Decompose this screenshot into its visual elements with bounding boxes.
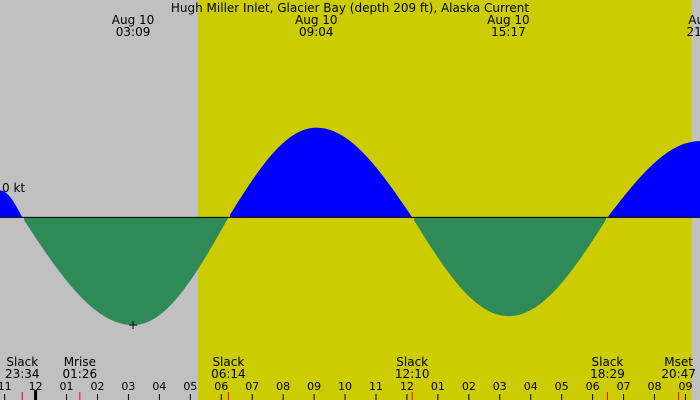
hour-tick-label-12: 11 xyxy=(369,380,383,393)
event-name-label-2: Slack xyxy=(212,355,244,369)
hour-tick-label-18: 05 xyxy=(555,380,569,393)
current-areas xyxy=(0,127,700,326)
peak-time-label-2: 15:17 xyxy=(491,25,526,39)
event-name-label-4: Slack xyxy=(592,355,624,369)
flood-area-2 xyxy=(230,127,412,218)
hour-tick-label-6: 05 xyxy=(183,380,197,393)
hour-tick-label-15: 02 xyxy=(462,380,476,393)
chart-title: Hugh Miller Inlet, Glacier Bay (depth 20… xyxy=(171,1,529,15)
peak-date-label-3: Aug xyxy=(688,13,700,27)
peak-date-label-2: Aug 10 xyxy=(487,13,530,27)
hour-tick-label-22: 09 xyxy=(678,380,692,393)
hour-tick-label-1: 12 xyxy=(29,380,43,393)
hour-tick-label-7: 06 xyxy=(214,380,228,393)
hour-tick-label-13: 12 xyxy=(400,380,414,393)
hour-tick-label-19: 06 xyxy=(586,380,600,393)
zero-kt-label: 0 kt xyxy=(2,181,25,195)
hour-tick-label-4: 03 xyxy=(121,380,135,393)
peak-time-label-0: 03:09 xyxy=(116,25,151,39)
peak-date-label-0: Aug 10 xyxy=(112,13,155,27)
event-time-label-2: 06:14 xyxy=(211,367,246,381)
event-time-label-5: 20:47 xyxy=(661,367,696,381)
hour-tick-label-5: 04 xyxy=(152,380,166,393)
hour-tick-label-3: 02 xyxy=(90,380,104,393)
ebb-area-3 xyxy=(414,217,606,317)
hour-tick-label-16: 03 xyxy=(493,380,507,393)
hour-tick-label-11: 10 xyxy=(338,380,352,393)
hour-tick-label-10: 09 xyxy=(307,380,321,393)
peak-time-label-1: 09:04 xyxy=(299,25,334,39)
max-ebb-marker xyxy=(129,321,138,330)
hour-tick-label-20: 07 xyxy=(617,380,631,393)
flood-area-4 xyxy=(608,141,700,218)
hour-tick-label-14: 01 xyxy=(431,380,445,393)
event-name-label-5: Mset xyxy=(664,355,693,369)
flood-area-0 xyxy=(0,190,22,218)
hour-ticks: 11 12 01 02 03 04 05 06 07 08 09 10 11 12 01 02 03 04 05 06… xyxy=(0,380,692,400)
hour-tick-label-0: 11 xyxy=(0,380,12,393)
hour-tick-label-17: 04 xyxy=(524,380,538,393)
event-name-label-3: Slack xyxy=(396,355,428,369)
hour-tick-label-2: 01 xyxy=(60,380,74,393)
hour-tick-label-8: 07 xyxy=(245,380,259,393)
event-labels: Slack23:34Mrise01:26Slack06:14Slack12:10… xyxy=(5,355,696,381)
hour-tick-label-9: 08 xyxy=(276,380,290,393)
event-time-label-4: 18:29 xyxy=(590,367,625,381)
event-name-label-1: Mrise xyxy=(64,355,96,369)
peak-date-label-1: Aug 10 xyxy=(295,13,338,27)
event-time-label-3: 12:10 xyxy=(395,367,430,381)
peak-time-label-3: 21:2 xyxy=(687,25,700,39)
event-name-label-0: Slack xyxy=(6,355,38,369)
ebb-area-1 xyxy=(24,217,228,326)
event-time-label-1: 01:26 xyxy=(63,367,98,381)
hour-tick-label-21: 08 xyxy=(648,380,662,393)
event-time-label-0: 23:34 xyxy=(5,367,40,381)
